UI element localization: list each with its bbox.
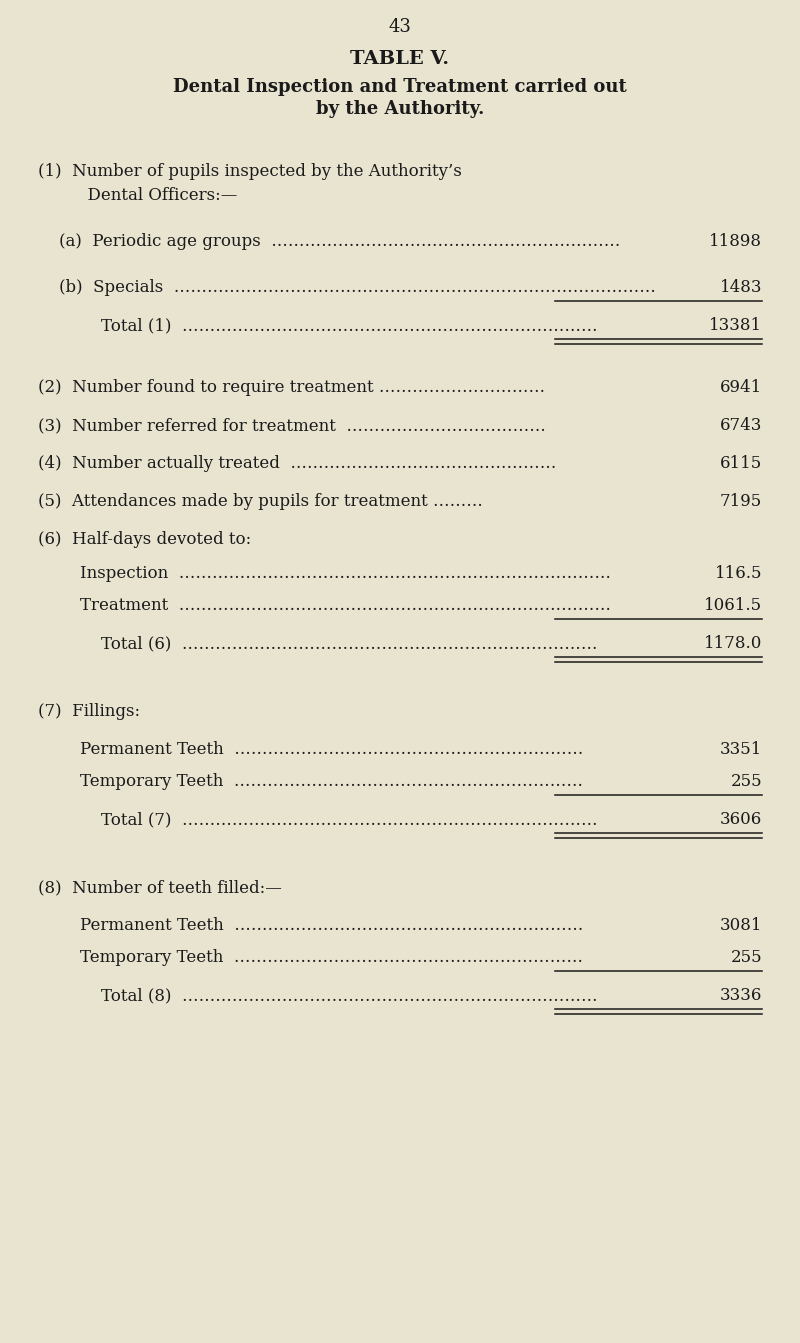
- Text: 6115: 6115: [720, 455, 762, 471]
- Text: (a)  Periodic age groups  ………………………………………………………: (a) Periodic age groups ……………………………………………: [38, 232, 620, 250]
- Text: Total (8)  …………………………………………………………………: Total (8) …………………………………………………………………: [38, 987, 598, 1005]
- Text: 3351: 3351: [720, 741, 762, 757]
- Text: Dental Inspection and Treatment carried out: Dental Inspection and Treatment carried …: [173, 78, 627, 95]
- Text: (5)  Attendances made by pupils for treatment ………: (5) Attendances made by pupils for treat…: [38, 493, 483, 510]
- Text: Temporary Teeth  ………………………………………………………: Temporary Teeth ………………………………………………………: [38, 774, 583, 790]
- Text: (4)  Number actually treated  …………………………………………: (4) Number actually treated …………………………………: [38, 455, 556, 471]
- Text: 1061.5: 1061.5: [704, 598, 762, 614]
- Text: (b)  Specials  ……………………………………………………………………………: (b) Specials …………………………………………………………………………: [38, 279, 656, 295]
- Text: Permanent Teeth  ………………………………………………………: Permanent Teeth ………………………………………………………: [38, 741, 583, 757]
- Text: (6)  Half-days devoted to:: (6) Half-days devoted to:: [38, 530, 251, 548]
- Text: 6743: 6743: [720, 416, 762, 434]
- Text: Total (1)  …………………………………………………………………: Total (1) …………………………………………………………………: [38, 317, 598, 334]
- Text: Total (7)  …………………………………………………………………: Total (7) …………………………………………………………………: [38, 811, 598, 829]
- Text: by the Authority.: by the Authority.: [316, 99, 484, 118]
- Text: 3336: 3336: [720, 987, 762, 1005]
- Text: 3606: 3606: [720, 811, 762, 829]
- Text: 43: 43: [389, 17, 411, 36]
- Text: 7195: 7195: [720, 493, 762, 510]
- Text: Permanent Teeth  ………………………………………………………: Permanent Teeth ………………………………………………………: [38, 917, 583, 933]
- Text: 11898: 11898: [709, 232, 762, 250]
- Text: Dental Officers:—: Dental Officers:—: [56, 187, 238, 204]
- Text: TABLE V.: TABLE V.: [350, 50, 450, 68]
- Text: 255: 255: [730, 950, 762, 966]
- Text: Treatment  ……………………………………………………………………: Treatment ……………………………………………………………………: [38, 598, 611, 614]
- Text: (7)  Fillings:: (7) Fillings:: [38, 702, 140, 720]
- Text: 3081: 3081: [719, 917, 762, 933]
- Text: 1483: 1483: [719, 279, 762, 295]
- Text: 6941: 6941: [720, 379, 762, 396]
- Text: (2)  Number found to require treatment …………………………: (2) Number found to require treatment ………: [38, 379, 545, 396]
- Text: 116.5: 116.5: [714, 565, 762, 582]
- Text: Inspection  ……………………………………………………………………: Inspection ……………………………………………………………………: [38, 565, 611, 582]
- Text: (1)  Number of pupils inspected by the Authority’s: (1) Number of pupils inspected by the Au…: [38, 163, 462, 180]
- Text: (3)  Number referred for treatment  ………………………………: (3) Number referred for treatment …………………: [38, 416, 546, 434]
- Text: 1178.0: 1178.0: [704, 635, 762, 651]
- Text: Total (6)  …………………………………………………………………: Total (6) …………………………………………………………………: [38, 635, 598, 651]
- Text: 255: 255: [730, 774, 762, 790]
- Text: Temporary Teeth  ………………………………………………………: Temporary Teeth ………………………………………………………: [38, 950, 583, 966]
- Text: 13381: 13381: [709, 317, 762, 334]
- Text: (8)  Number of teeth filled:—: (8) Number of teeth filled:—: [38, 880, 282, 896]
